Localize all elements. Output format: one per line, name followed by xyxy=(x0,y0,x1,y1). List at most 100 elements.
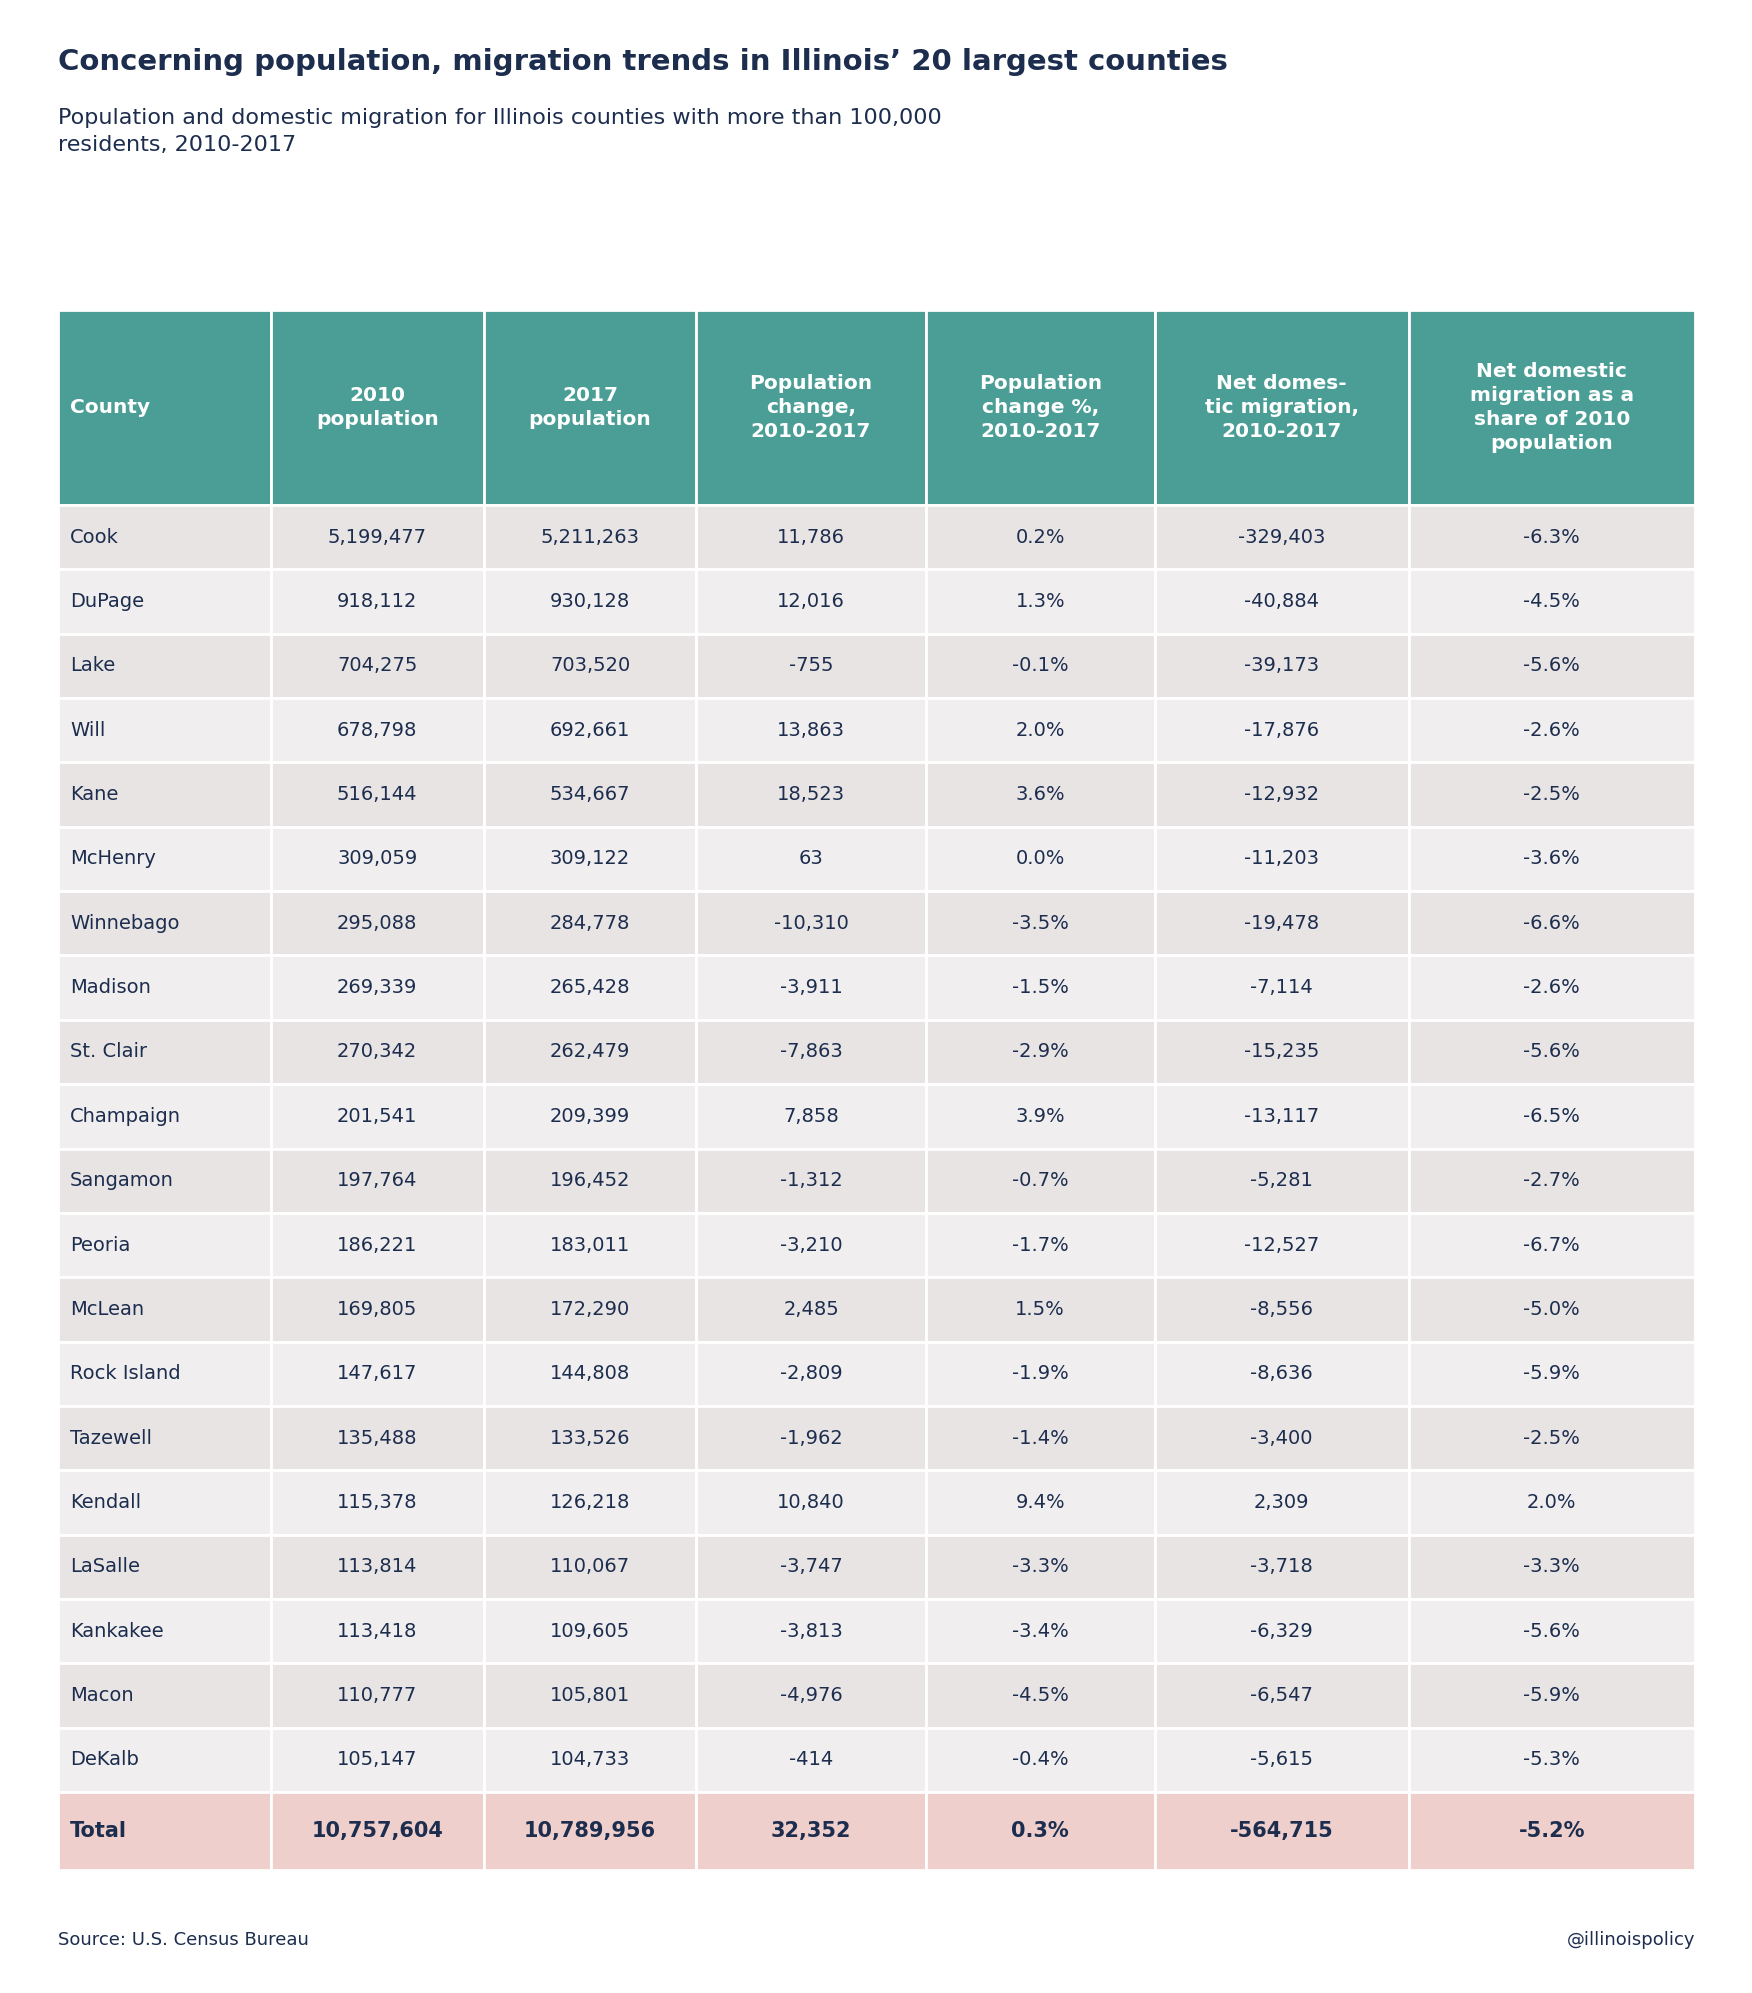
Text: Tazewell: Tazewell xyxy=(70,1429,152,1447)
Bar xyxy=(1409,1471,1694,1535)
Bar xyxy=(925,1341,1155,1405)
Text: -40,884: -40,884 xyxy=(1244,592,1319,612)
Bar xyxy=(1155,1278,1409,1341)
Text: 109,605: 109,605 xyxy=(550,1622,631,1640)
Text: 104,733: 104,733 xyxy=(550,1750,631,1770)
Bar xyxy=(484,763,697,827)
Bar xyxy=(697,1792,925,1869)
Bar xyxy=(1409,1598,1694,1664)
Text: -2.7%: -2.7% xyxy=(1524,1172,1580,1190)
Text: -6.3%: -6.3% xyxy=(1524,528,1580,546)
Bar xyxy=(58,1728,272,1792)
Text: 115,378: 115,378 xyxy=(336,1493,417,1513)
Text: 201,541: 201,541 xyxy=(336,1106,417,1126)
Text: 11,786: 11,786 xyxy=(778,528,844,546)
Bar xyxy=(1409,827,1694,891)
Bar xyxy=(697,1278,925,1341)
Bar xyxy=(1409,955,1694,1020)
Bar xyxy=(58,698,272,763)
Text: 105,147: 105,147 xyxy=(336,1750,417,1770)
Text: -3,400: -3,400 xyxy=(1251,1429,1312,1447)
Bar xyxy=(58,1278,272,1341)
Text: -2.5%: -2.5% xyxy=(1522,1429,1580,1447)
Bar xyxy=(1409,504,1694,570)
Text: -8,636: -8,636 xyxy=(1251,1365,1312,1383)
Bar xyxy=(272,1728,484,1792)
Bar xyxy=(1155,891,1409,955)
Bar xyxy=(272,1471,484,1535)
Text: -3.6%: -3.6% xyxy=(1524,849,1580,869)
Bar xyxy=(1155,1535,1409,1598)
Bar xyxy=(272,1341,484,1405)
Text: 110,067: 110,067 xyxy=(550,1557,631,1576)
Text: -7,863: -7,863 xyxy=(780,1042,843,1062)
Bar xyxy=(484,891,697,955)
Text: -1,312: -1,312 xyxy=(780,1172,843,1190)
Text: Lake: Lake xyxy=(70,656,116,676)
Bar xyxy=(58,1471,272,1535)
Text: @illinoispolicy: @illinoispolicy xyxy=(1566,1931,1694,1949)
Text: -5,615: -5,615 xyxy=(1251,1750,1314,1770)
Bar xyxy=(925,570,1155,634)
Text: -3.3%: -3.3% xyxy=(1524,1557,1580,1576)
Text: -755: -755 xyxy=(788,656,834,676)
Text: -0.1%: -0.1% xyxy=(1013,656,1069,676)
Bar xyxy=(925,1598,1155,1664)
Bar xyxy=(925,1148,1155,1214)
Bar xyxy=(925,1664,1155,1728)
Bar xyxy=(272,1084,484,1148)
Text: -414: -414 xyxy=(788,1750,834,1770)
Text: 2017
population: 2017 population xyxy=(529,387,652,428)
Bar xyxy=(697,763,925,827)
Text: Champaign: Champaign xyxy=(70,1106,180,1126)
Bar xyxy=(58,891,272,955)
Bar xyxy=(1409,1664,1694,1728)
Bar xyxy=(697,1214,925,1278)
Bar xyxy=(697,570,925,634)
Text: 3.9%: 3.9% xyxy=(1016,1106,1065,1126)
Bar xyxy=(1155,1471,1409,1535)
Text: -5.6%: -5.6% xyxy=(1522,1622,1580,1640)
Bar xyxy=(1155,1214,1409,1278)
Bar xyxy=(1155,1598,1409,1664)
Bar xyxy=(925,1535,1155,1598)
Bar xyxy=(58,1020,272,1084)
Bar xyxy=(1155,1728,1409,1792)
Text: 209,399: 209,399 xyxy=(550,1106,631,1126)
Bar xyxy=(1409,698,1694,763)
Bar xyxy=(484,1341,697,1405)
Text: -5.3%: -5.3% xyxy=(1522,1750,1580,1770)
Bar xyxy=(1409,1341,1694,1405)
Bar xyxy=(925,698,1155,763)
Text: 32,352: 32,352 xyxy=(771,1822,851,1842)
Text: 265,428: 265,428 xyxy=(550,979,631,996)
Text: Kendall: Kendall xyxy=(70,1493,142,1513)
Text: Kane: Kane xyxy=(70,785,119,803)
Bar xyxy=(272,1792,484,1869)
Bar xyxy=(1155,570,1409,634)
Text: 18,523: 18,523 xyxy=(776,785,844,803)
Bar xyxy=(272,1148,484,1214)
Bar xyxy=(1155,1084,1409,1148)
Text: 10,757,604: 10,757,604 xyxy=(312,1822,443,1842)
Bar xyxy=(1409,1405,1694,1471)
Bar xyxy=(697,1535,925,1598)
Bar xyxy=(1409,1728,1694,1792)
Bar xyxy=(58,1535,272,1598)
Bar xyxy=(58,1792,272,1869)
Text: 269,339: 269,339 xyxy=(336,979,417,996)
Bar xyxy=(925,1020,1155,1084)
Text: Madison: Madison xyxy=(70,979,151,996)
Bar xyxy=(58,763,272,827)
Bar xyxy=(484,1471,697,1535)
Bar xyxy=(484,1792,697,1869)
Text: -0.4%: -0.4% xyxy=(1013,1750,1069,1770)
Text: 197,764: 197,764 xyxy=(336,1172,417,1190)
Bar xyxy=(272,763,484,827)
Text: 144,808: 144,808 xyxy=(550,1365,631,1383)
Bar xyxy=(272,1664,484,1728)
Text: 5,199,477: 5,199,477 xyxy=(328,528,427,546)
Text: -6.5%: -6.5% xyxy=(1522,1106,1580,1126)
Bar xyxy=(58,827,272,891)
Bar xyxy=(58,1664,272,1728)
